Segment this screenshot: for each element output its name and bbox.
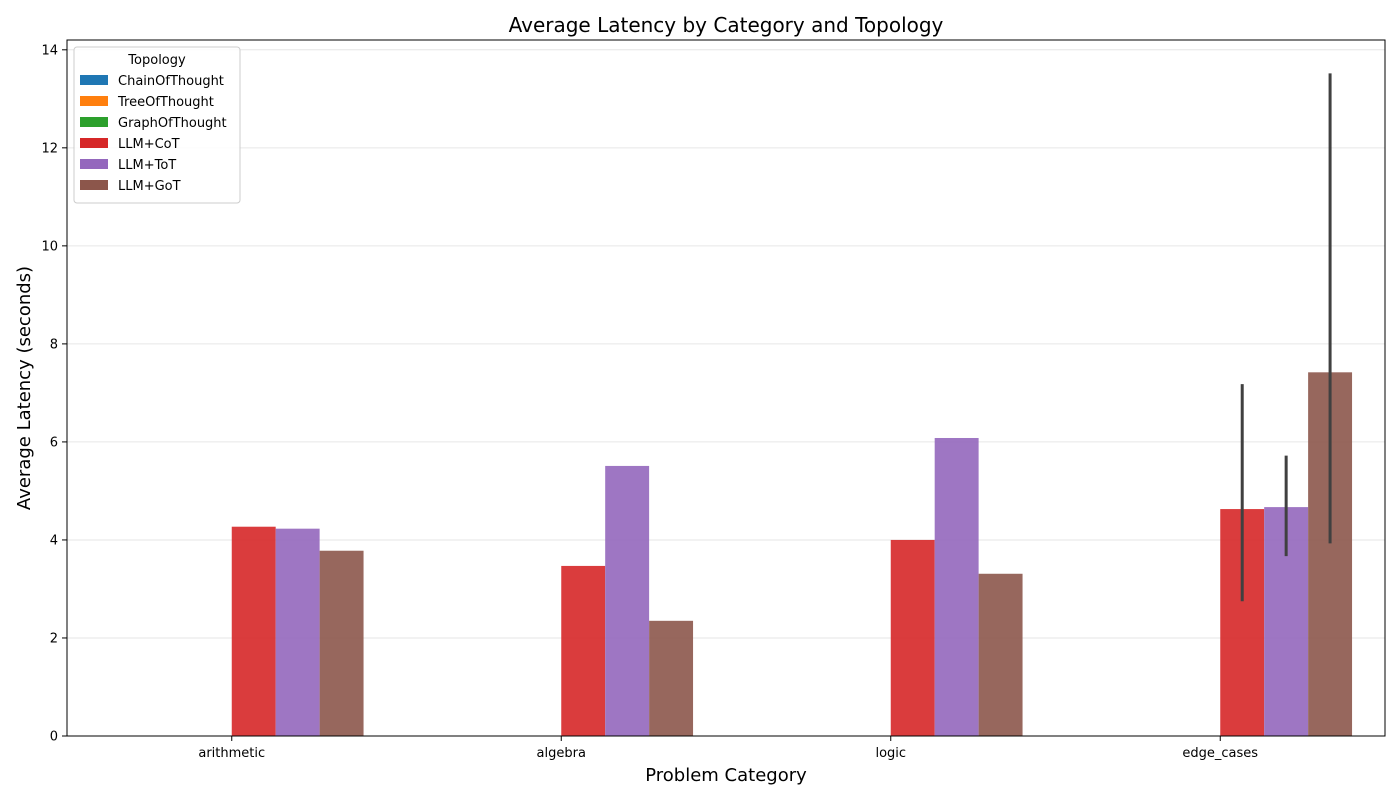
legend-label: ChainOfThought xyxy=(118,74,224,89)
bar xyxy=(934,437,979,736)
legend-swatch xyxy=(80,159,108,169)
y-tick-label: 12 xyxy=(41,141,58,156)
bar xyxy=(561,565,606,736)
bar xyxy=(890,539,935,736)
legend-swatch xyxy=(80,180,108,190)
legend-label: LLM+GoT xyxy=(118,179,181,194)
y-tick-label: 10 xyxy=(41,239,58,254)
bars xyxy=(231,372,1353,736)
y-tick-label: 6 xyxy=(50,435,58,450)
x-tick-label: algebra xyxy=(537,746,586,761)
bar xyxy=(231,526,276,736)
legend: Topology ChainOfThought TreeOfThought Graph… xyxy=(73,46,241,204)
legend-label: LLM+CoT xyxy=(118,137,180,152)
x-tick-label: arithmetic xyxy=(198,746,265,761)
y-tick-label: 14 xyxy=(41,43,58,58)
legend-swatch xyxy=(80,75,108,85)
legend-title: Topology xyxy=(127,53,186,68)
chart-title: Average Latency by Category and Topology xyxy=(509,13,944,37)
x-tick-label: edge_cases xyxy=(1182,746,1258,761)
bar xyxy=(319,550,364,736)
legend-swatch xyxy=(80,138,108,148)
legend-label: LLM+ToT xyxy=(118,158,176,173)
bar xyxy=(978,573,1023,736)
axes: 0 2 4 6 8 10 12 14 arithmetic algebra logic edge_ca… xyxy=(41,39,1386,761)
bar xyxy=(275,528,320,736)
legend-label: GraphOfThought xyxy=(118,116,227,131)
legend-swatch xyxy=(80,117,108,127)
legend-swatch xyxy=(80,96,108,106)
legend-box xyxy=(73,46,241,204)
y-tick-label: 8 xyxy=(50,337,58,352)
x-axis-label: Problem Category xyxy=(645,765,807,786)
y-tick-label: 0 xyxy=(50,730,58,745)
y-tick-label: 4 xyxy=(50,533,58,548)
plot-frame xyxy=(66,39,1386,737)
error-bars xyxy=(1240,73,1332,602)
y-axis-label: Average Latency (seconds) xyxy=(14,266,35,510)
bar xyxy=(649,620,694,736)
bar xyxy=(605,465,650,736)
y-tick-label: 2 xyxy=(50,631,58,646)
legend-label: TreeOfThought xyxy=(117,95,214,110)
x-tick-label: logic xyxy=(875,746,906,761)
